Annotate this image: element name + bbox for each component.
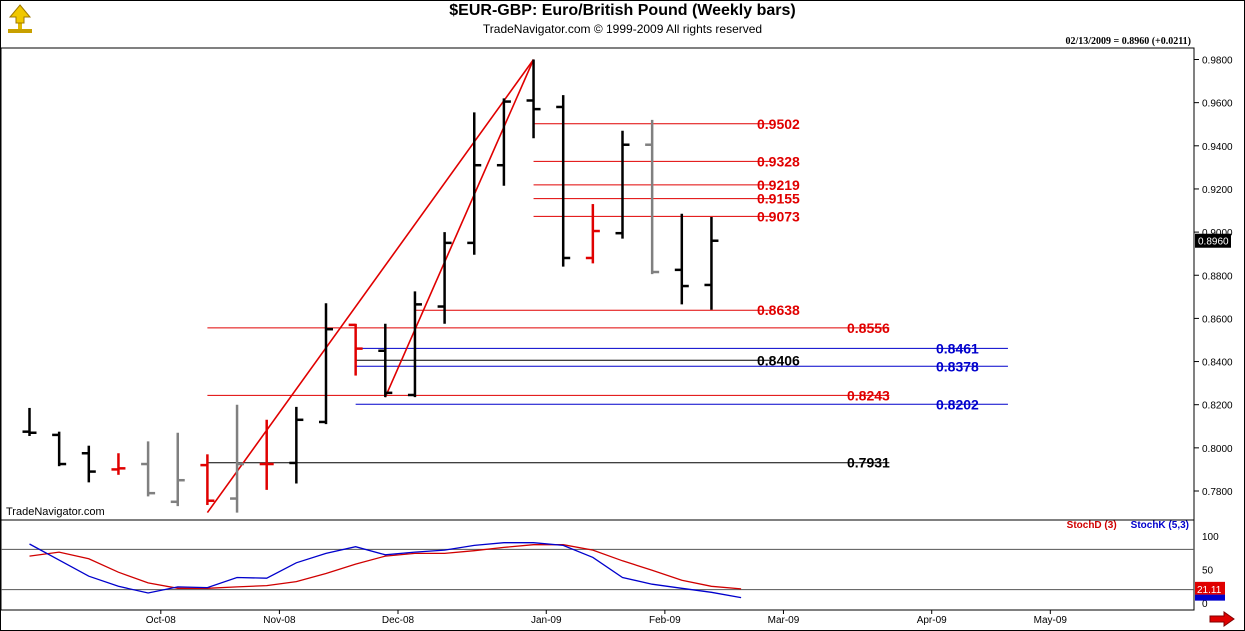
price-tick-label: 0.9400 bbox=[1202, 142, 1233, 153]
ohlc-bar bbox=[615, 130, 630, 239]
price-tick-label: 0.8000 bbox=[1202, 444, 1233, 455]
price-tick-label: 0.9000 bbox=[1202, 228, 1233, 239]
time-tick-label: Oct-08 bbox=[146, 615, 176, 626]
price-tick-label: 0.8400 bbox=[1202, 358, 1233, 369]
stochastic-lines bbox=[29, 542, 742, 599]
ohlc-bar bbox=[704, 216, 719, 310]
ohlc-bar bbox=[22, 407, 37, 436]
ohlc-bar bbox=[319, 303, 333, 425]
ohlc-bar bbox=[170, 432, 185, 507]
stochastic-axis: 0 50 100 21.11 bbox=[1, 532, 1225, 610]
stochk-legend: StochK (5,3) bbox=[1130, 520, 1189, 531]
fib-level-label: 0.8202 bbox=[936, 396, 979, 412]
fib-level-label: 0.8461 bbox=[936, 340, 979, 356]
stoch-tick-label: 0 bbox=[1202, 599, 1208, 610]
time-tick-label: Nov-08 bbox=[263, 615, 296, 626]
ohlc-bar bbox=[645, 119, 660, 275]
price-bars bbox=[22, 59, 719, 513]
stoch-series-line bbox=[29, 542, 742, 599]
fib-level-label: 0.8638 bbox=[757, 302, 800, 318]
tradenavigator-logo-icon bbox=[8, 4, 32, 33]
price-panel bbox=[0, 47, 1195, 521]
time-axis: Oct-08 Nov-08 Dec-08 Jan-09 Feb-09 Mar-09 Apr-… bbox=[146, 610, 1068, 626]
trend-line bbox=[206, 59, 535, 514]
stoch-series-line bbox=[29, 544, 742, 590]
fib-level-label: 0.9328 bbox=[757, 153, 800, 169]
stoch-last-value-label: 21.11 bbox=[1197, 585, 1222, 596]
fib-level-label: 0.8406 bbox=[757, 352, 800, 368]
stochd-legend: StochD (3) bbox=[1066, 520, 1117, 531]
stochastic-panel bbox=[0, 519, 1195, 611]
ohlc-bar bbox=[407, 291, 422, 398]
time-tick-label: Jan-09 bbox=[531, 615, 562, 626]
fib-level-label: 0.8243 bbox=[847, 387, 890, 403]
time-tick-label: Mar-09 bbox=[768, 615, 800, 626]
time-tick-label: Dec-08 bbox=[382, 615, 415, 626]
price-axis: 0.7800 0.8000 0.8200 0.8400 0.8600 0.8800 0.90… bbox=[1194, 56, 1233, 498]
fib-level-label: 0.8556 bbox=[847, 320, 890, 336]
ohlc-bar bbox=[52, 431, 67, 467]
time-tick-label: May-09 bbox=[1034, 615, 1068, 626]
ohlc-bar bbox=[585, 204, 600, 264]
scroll-right-arrow-icon[interactable] bbox=[1209, 611, 1235, 627]
fib-level-label: 0.9502 bbox=[757, 116, 800, 132]
price-tick-label: 0.8600 bbox=[1202, 314, 1233, 325]
price-tick-label: 0.8200 bbox=[1202, 401, 1233, 412]
ohlc-bar bbox=[230, 404, 245, 513]
trend-line bbox=[384, 59, 535, 398]
stochastic-legend: StochD (3) StochK (5,3) bbox=[1067, 520, 1189, 531]
stoch-last-value-box bbox=[1195, 581, 1225, 595]
last-price-status: 02/13/2009 = 0.8960 (+0.0211) bbox=[1065, 36, 1191, 47]
ohlc-bar bbox=[496, 98, 511, 186]
ohlc-bar bbox=[111, 453, 126, 475]
ohlc-bar bbox=[526, 59, 541, 139]
chart-copyright: TradeNavigator.com © 1999-2009 All right… bbox=[482, 22, 763, 36]
ohlc-bar bbox=[259, 419, 274, 490]
fib-level-label: 0.9219 bbox=[757, 177, 800, 193]
ohlc-bar bbox=[437, 232, 452, 324]
ohlc-bar bbox=[81, 445, 96, 483]
last-price-label: 0.8960 bbox=[1198, 237, 1229, 248]
chart-title: $EUR-GBP: Euro/British Pound (Weekly bar… bbox=[449, 2, 796, 19]
stoch-tick-label: 100 bbox=[1202, 532, 1219, 543]
watermark: TradeNavigator.com bbox=[6, 506, 105, 518]
ohlc-bar bbox=[467, 112, 482, 255]
fib-level-label: 0.7931 bbox=[847, 455, 890, 471]
price-tick-label: 0.9800 bbox=[1202, 56, 1233, 67]
stochk-last-value-box bbox=[1195, 594, 1225, 601]
ohlc-bar bbox=[200, 454, 215, 506]
stoch-tick-label: 50 bbox=[1202, 566, 1214, 577]
ohlc-bar bbox=[378, 323, 393, 398]
price-tick-label: 0.9600 bbox=[1202, 99, 1233, 110]
ohlc-bar bbox=[348, 323, 363, 376]
fib-level-label: 0.9073 bbox=[757, 208, 800, 224]
fib-level-label: 0.8378 bbox=[936, 358, 979, 374]
last-price-box bbox=[1195, 233, 1231, 248]
ohlc-bar bbox=[289, 406, 304, 484]
ohlc-bar bbox=[141, 441, 156, 497]
time-tick-label: Apr-09 bbox=[917, 615, 947, 626]
fib-level-label: 0.9155 bbox=[757, 191, 800, 207]
price-tick-label: 0.8800 bbox=[1202, 271, 1233, 282]
ohlc-bar bbox=[556, 95, 571, 267]
price-tick-label: 0.9200 bbox=[1202, 185, 1233, 196]
time-tick-label: Feb-09 bbox=[649, 615, 681, 626]
price-tick-label: 0.7800 bbox=[1202, 487, 1233, 498]
ohlc-bar bbox=[674, 213, 689, 305]
trend-lines bbox=[206, 59, 535, 514]
